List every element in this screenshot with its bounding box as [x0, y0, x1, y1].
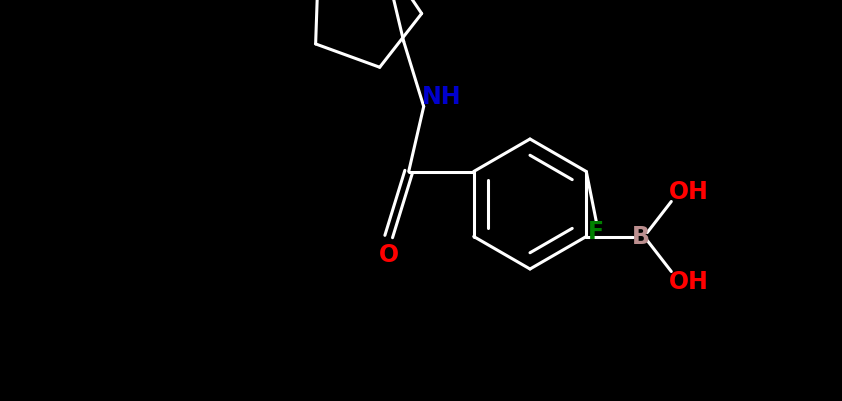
Text: B: B — [632, 225, 650, 249]
Text: OH: OH — [669, 270, 709, 294]
Text: O: O — [379, 243, 399, 267]
Text: OH: OH — [669, 180, 709, 204]
Text: F: F — [589, 220, 605, 244]
Text: NH: NH — [422, 85, 461, 109]
